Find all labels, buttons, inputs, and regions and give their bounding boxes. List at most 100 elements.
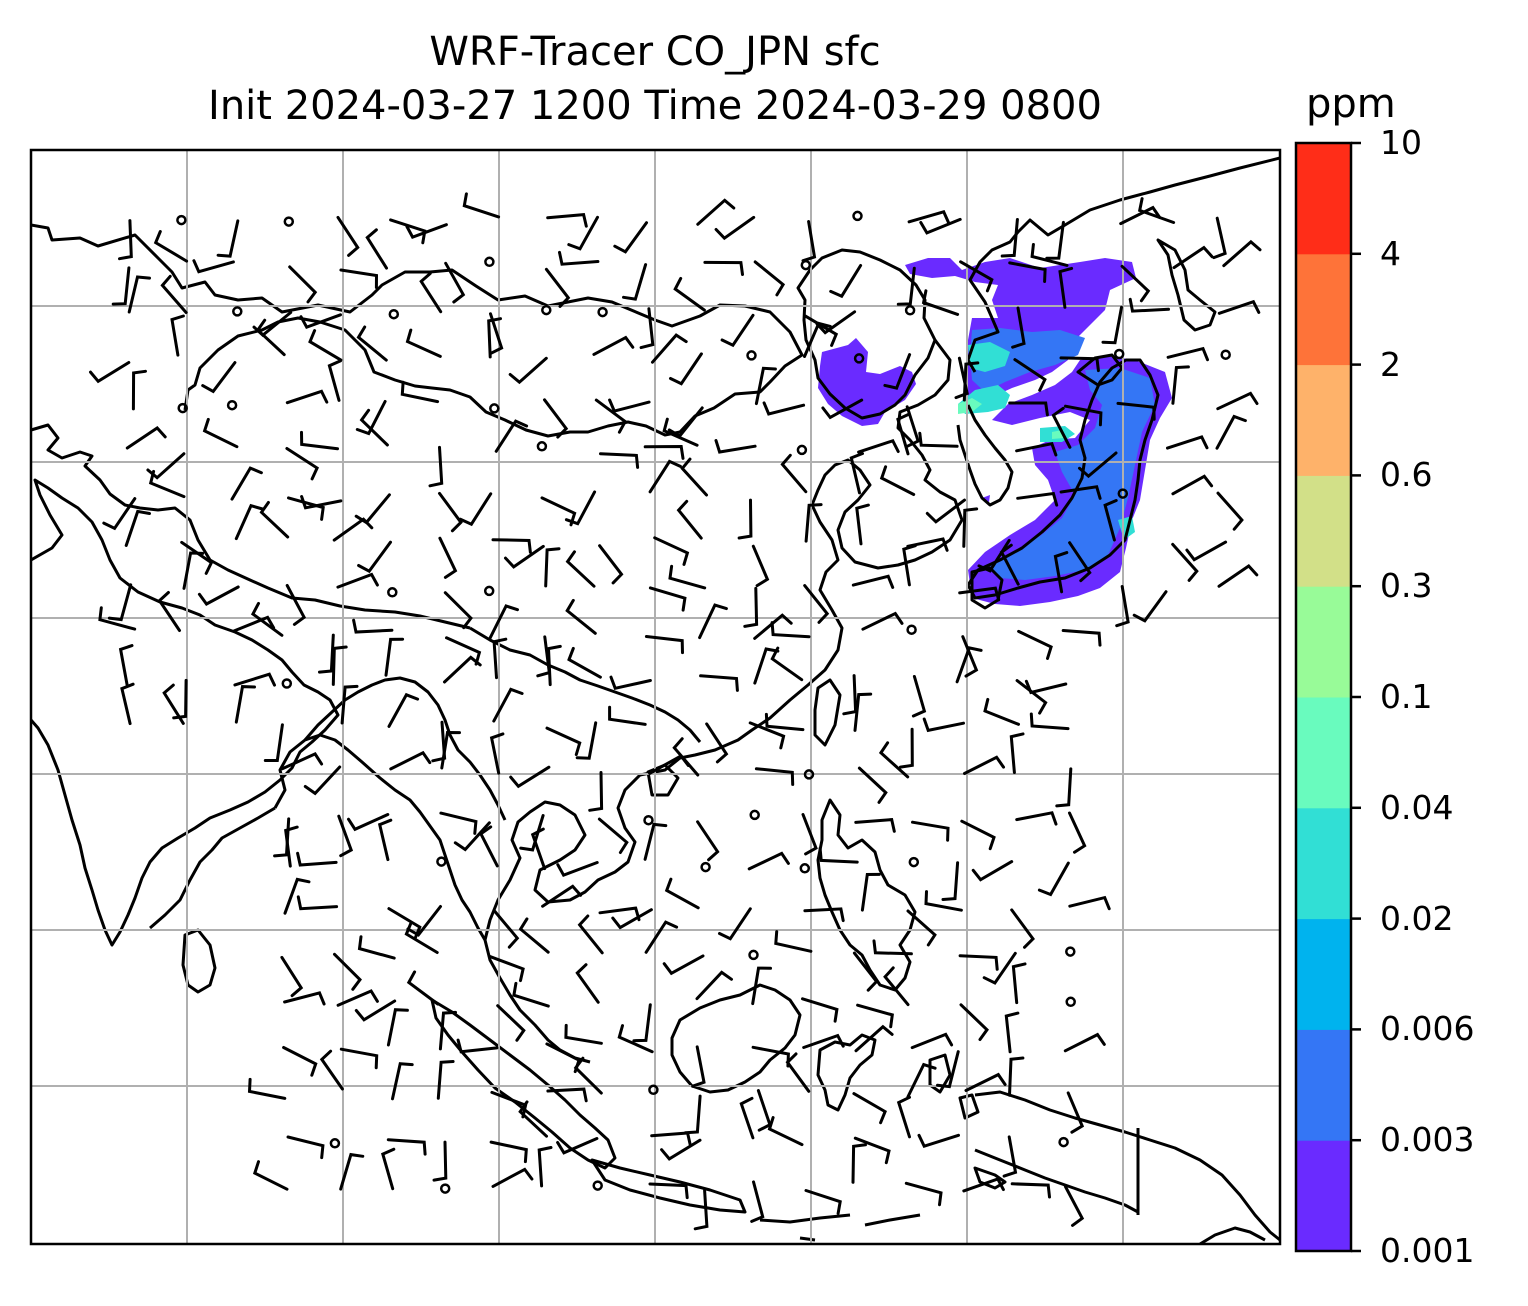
colorbar-swatch [1296, 475, 1351, 587]
calm-wind-circle [536, 441, 548, 452]
colorbar-tick-label: 2 [1380, 344, 1401, 384]
calm-wind-circle [226, 399, 238, 411]
wind-barb [1059, 356, 1100, 373]
map-title-line-2: Init 2024-03-27 1200 Time 2024-03-29 080… [208, 83, 1102, 129]
calm-wind-circle [232, 306, 243, 317]
wind-barb [696, 820, 720, 862]
wind-barb [714, 439, 757, 454]
wind-barb [954, 356, 969, 400]
wind-barb [546, 212, 588, 228]
wind-barb [853, 1136, 891, 1165]
wind-barb [653, 536, 690, 566]
wind-barb [1063, 1032, 1106, 1053]
wind-barb [546, 644, 562, 687]
wind-barb [648, 1182, 689, 1200]
wind-barb [1119, 205, 1162, 226]
wind-barb [489, 732, 505, 775]
wind-barb [982, 951, 1017, 985]
wind-barb [489, 1140, 528, 1164]
wind-barb [202, 417, 239, 449]
wind-barb [125, 426, 167, 450]
calm-wind-circle [1065, 946, 1076, 957]
wind-barb [851, 1143, 867, 1184]
wind-barb [1103, 499, 1118, 542]
wind-barb [405, 223, 448, 239]
colorbar-swatch [1296, 1029, 1351, 1141]
calm-wind-circle [1220, 349, 1231, 360]
colorbar-swatch [1296, 253, 1351, 366]
wind-barb [699, 674, 739, 692]
wind-barb [332, 517, 374, 542]
wind-barb [599, 452, 640, 469]
wind-barb [419, 272, 443, 314]
wind-barb [821, 398, 864, 420]
wind-barb [339, 268, 379, 289]
wind-barb [857, 438, 900, 454]
wind-barb [556, 861, 599, 878]
calm-wind-circle [852, 210, 863, 222]
wind-barb [146, 452, 186, 480]
wind-barb [300, 430, 339, 451]
wind-barb [1000, 218, 1019, 258]
wind-barb [611, 908, 653, 930]
wind-barb [111, 266, 131, 306]
wind-barb [406, 905, 442, 937]
wind-barb [333, 952, 362, 991]
wind-barb [680, 457, 708, 497]
wind-barb [705, 722, 729, 764]
wind-barb [492, 637, 508, 680]
wind-barb [518, 1100, 548, 1138]
wind-barb [336, 572, 379, 589]
wind-barb [1029, 712, 1070, 731]
borneo [670, 983, 802, 1094]
wind-barb [543, 398, 569, 439]
wind-barb [691, 1045, 706, 1088]
wind-barb [1058, 266, 1074, 309]
wind-barb [118, 219, 133, 261]
wind-barb [720, 313, 755, 348]
wind-barb [1115, 585, 1130, 628]
wind-barb [1215, 414, 1247, 450]
wind-barb [131, 369, 147, 411]
wind-barb [488, 604, 519, 640]
wind-barb [519, 814, 545, 852]
wind-barb [377, 818, 393, 862]
wind-barb [296, 851, 338, 867]
wind-barb [400, 380, 440, 404]
wind-barb [492, 687, 524, 723]
colorbar-tick-label: 0.1 [1380, 677, 1433, 716]
wind-barb [743, 586, 759, 628]
wind-barb [959, 1003, 989, 1041]
colorbar-swatch [1296, 697, 1351, 809]
wind-barb [803, 584, 830, 624]
wind-barb [107, 583, 133, 622]
wind-barb [632, 1003, 652, 1043]
calm-wind-circle [388, 308, 400, 320]
wind-barb [961, 635, 979, 678]
wind-barb [157, 591, 181, 632]
wind-barb [964, 1072, 1007, 1092]
colorbar-tick-label: 4 [1380, 233, 1401, 273]
wind-barb [815, 310, 857, 335]
wind-barb [879, 465, 916, 496]
wind-barb [405, 328, 442, 358]
australia-north [1199, 1226, 1266, 1244]
wind-barb [438, 1010, 457, 1051]
colorbar-swatch [1296, 364, 1351, 476]
calm-wind-circle [748, 949, 759, 961]
wind-barb [898, 727, 914, 769]
wind-barb [404, 921, 439, 954]
wind-barb [662, 417, 699, 447]
wind-barb [386, 1008, 409, 1047]
wind-barb [120, 682, 135, 726]
wind-barb [622, 263, 648, 301]
wind-barb [855, 503, 870, 546]
thai-gulf [273, 733, 487, 941]
wind-barb [1008, 261, 1047, 283]
wind-barb [696, 198, 736, 226]
wind-barb [753, 647, 780, 685]
wind-barb [673, 276, 706, 312]
wind-barb [357, 935, 396, 960]
wind-barb [331, 645, 348, 686]
wind-barb [643, 822, 668, 861]
